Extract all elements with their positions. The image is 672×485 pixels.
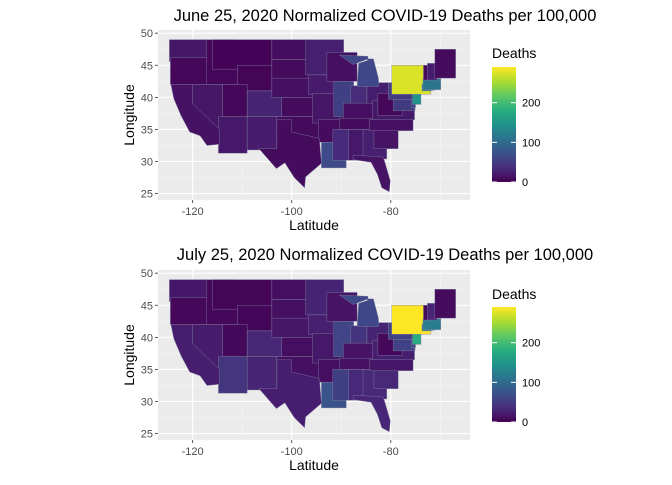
state-fl — [352, 394, 391, 433]
legend-title: Deaths — [492, 45, 536, 61]
state-mi — [356, 58, 380, 87]
state-nd — [271, 39, 309, 60]
y-tick-label: 50 — [141, 28, 153, 40]
y-tick-label: 35 — [141, 124, 153, 136]
x-tick-label: -100 — [281, 206, 303, 218]
x-tick-label: -80 — [383, 206, 399, 218]
x-axis-ticks: -120 -100 -80 — [182, 200, 399, 218]
state-mi-upper — [338, 54, 369, 65]
state-ca — [170, 84, 220, 146]
state-mi — [356, 298, 380, 327]
state-sc — [373, 367, 399, 389]
y-axis-ticks: 50 45 40 35 30 25 — [141, 28, 158, 201]
state-az — [218, 356, 248, 394]
state-mt — [212, 279, 273, 310]
state-ms — [332, 129, 351, 161]
y-tick-label: 45 — [141, 300, 153, 312]
state-ut — [222, 324, 248, 357]
y-tick-label: 40 — [141, 92, 153, 104]
legend-label: 0 — [522, 417, 528, 429]
x-axis-title: Latitude — [289, 217, 339, 233]
state-nm — [246, 116, 278, 151]
y-axis-ticks: 50 45 40 35 30 25 — [141, 268, 158, 441]
y-axis-title: Longitude — [121, 84, 137, 146]
x-tick-label: -120 — [182, 446, 204, 458]
y-tick-label: 25 — [141, 429, 153, 441]
y-tick-label: 30 — [141, 157, 153, 169]
legend: Deaths 200 100 0 — [492, 286, 540, 429]
state-ms — [332, 369, 351, 401]
legend-label: 100 — [522, 137, 540, 149]
state-nd — [271, 279, 309, 300]
legend-label: 0 — [522, 177, 528, 189]
x-axis-ticks: -120 -100 -80 — [182, 440, 399, 458]
x-tick-label: -100 — [281, 446, 303, 458]
state-nc — [369, 118, 414, 131]
map-title: July 25, 2020 Normalized COVID-19 Deaths… — [177, 246, 593, 264]
map-title: June 25, 2020 Normalized COVID-19 Deaths… — [174, 7, 597, 25]
state-nc — [369, 358, 414, 371]
y-tick-label: 50 — [141, 268, 153, 280]
state-sc — [373, 127, 399, 149]
legend-label: 200 — [522, 98, 540, 110]
state-mt — [212, 39, 273, 70]
legend-colorbar — [492, 67, 516, 182]
legend-title: Deaths — [492, 286, 536, 302]
state-az — [218, 116, 248, 154]
map-panel-july: July 25, 2020 Normalized COVID-19 Deaths… — [121, 246, 593, 473]
state-fl — [352, 154, 391, 193]
state-or — [170, 297, 211, 325]
state-nm — [246, 356, 278, 391]
state-or — [170, 57, 211, 85]
state-ca — [170, 324, 220, 386]
map-panel-june: June 25, 2020 Normalized COVID-19 Deaths… — [121, 7, 596, 233]
legend-colorbar — [492, 307, 516, 422]
state-map — [169, 279, 456, 433]
legend-label: 100 — [522, 377, 540, 389]
state-ma — [422, 318, 441, 330]
legend-ticks: 200 100 0 — [492, 98, 540, 189]
state-map — [169, 39, 456, 193]
x-axis-title: Latitude — [289, 457, 339, 473]
legend-label: 200 — [522, 338, 540, 350]
y-tick-label: 35 — [141, 364, 153, 376]
x-tick-label: -80 — [383, 446, 399, 458]
state-me — [434, 49, 456, 79]
y-axis-title: Longitude — [121, 324, 137, 386]
state-ma — [422, 78, 441, 90]
y-tick-label: 45 — [141, 60, 153, 72]
state-mi-upper — [338, 294, 369, 305]
y-tick-label: 40 — [141, 332, 153, 344]
y-tick-label: 25 — [141, 189, 153, 201]
state-ut — [222, 84, 248, 117]
y-tick-label: 30 — [141, 397, 153, 409]
legend-ticks: 200 100 0 — [492, 338, 540, 429]
state-me — [434, 289, 456, 319]
legend: Deaths 200 100 0 — [492, 45, 540, 189]
state-tx — [258, 119, 322, 189]
state-tx — [258, 359, 322, 429]
x-tick-label: -120 — [182, 206, 204, 218]
